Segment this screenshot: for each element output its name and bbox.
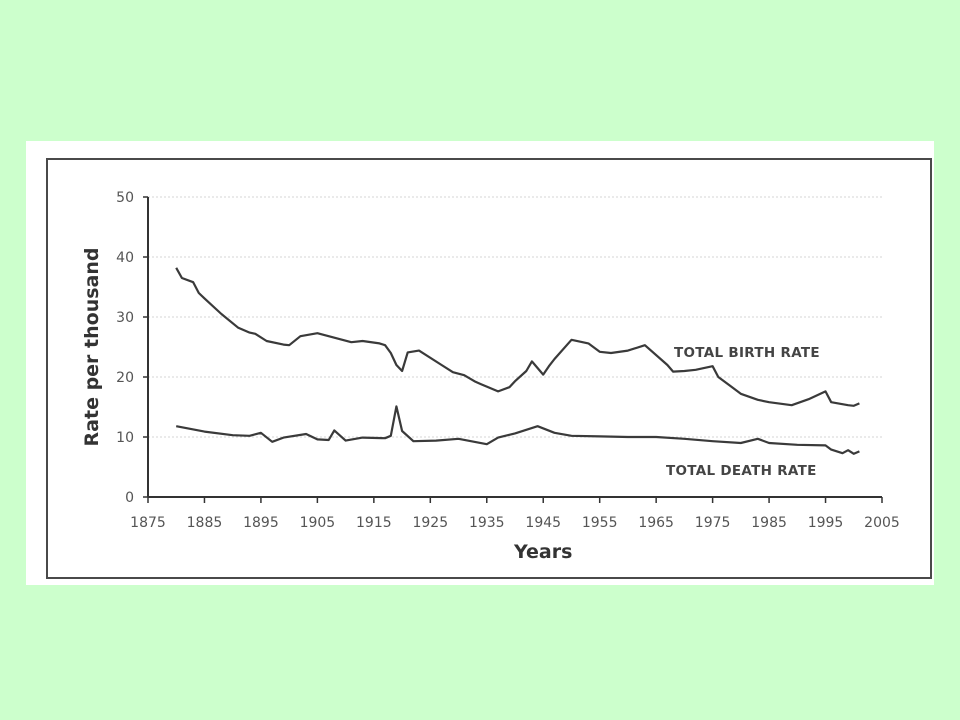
chart-panel: 0 10 20 30 40 50 1875 1885 1895 1905 1915 1925 1935…	[26, 141, 934, 585]
x-tick-label-1975: 1975	[695, 515, 731, 531]
x-tick-label-1885: 1885	[187, 515, 223, 531]
gridlines	[148, 196, 882, 438]
line-chart: 0 10 20 30 40 50 1875 1885 1895 1905 1915 1925 1935…	[81, 190, 900, 563]
x-tick-label-1965: 1965	[638, 515, 674, 531]
x-tick-label-2005: 2005	[864, 515, 900, 531]
y-axis-title: Rate per thousand	[81, 248, 103, 447]
x-tick-label-1905: 1905	[300, 515, 336, 531]
series-line-death-rate	[175, 405, 860, 455]
y-tick-label-10: 10	[116, 430, 134, 446]
x-tick-label-1995: 1995	[808, 515, 844, 531]
series-line-birth-rate	[175, 267, 860, 407]
x-tick-label-1925: 1925	[412, 515, 448, 531]
y-tick-label-40: 40	[116, 250, 134, 266]
x-tick-label-1945: 1945	[525, 515, 561, 531]
series-label-death-rate: TOTAL DEATH RATE	[666, 463, 817, 479]
x-axis-title: Years	[513, 541, 572, 563]
y-tick-labels: 0 10 20 30 40 50	[116, 190, 134, 506]
series-label-birth-rate: TOTAL BIRTH RATE	[674, 345, 820, 361]
x-tick-label-1895: 1895	[243, 515, 279, 531]
x-tick-label-1935: 1935	[469, 515, 505, 531]
y-tick-label-20: 20	[116, 370, 134, 386]
x-tick-label-1875: 1875	[130, 515, 166, 531]
series-lines	[175, 267, 860, 455]
x-tick-labels: 1875 1885 1895 1905 1915 1925 1935 1945 1955 1965…	[130, 515, 900, 531]
x-tick-label-1985: 1985	[751, 515, 787, 531]
chart-frame	[46, 158, 932, 579]
x-tick-label-1955: 1955	[582, 515, 618, 531]
y-tick-label-0: 0	[125, 490, 134, 506]
x-tick-label-1915: 1915	[356, 515, 392, 531]
y-tick-label-50: 50	[116, 190, 134, 206]
y-tick-label-30: 30	[116, 310, 134, 326]
axes	[143, 196, 883, 503]
